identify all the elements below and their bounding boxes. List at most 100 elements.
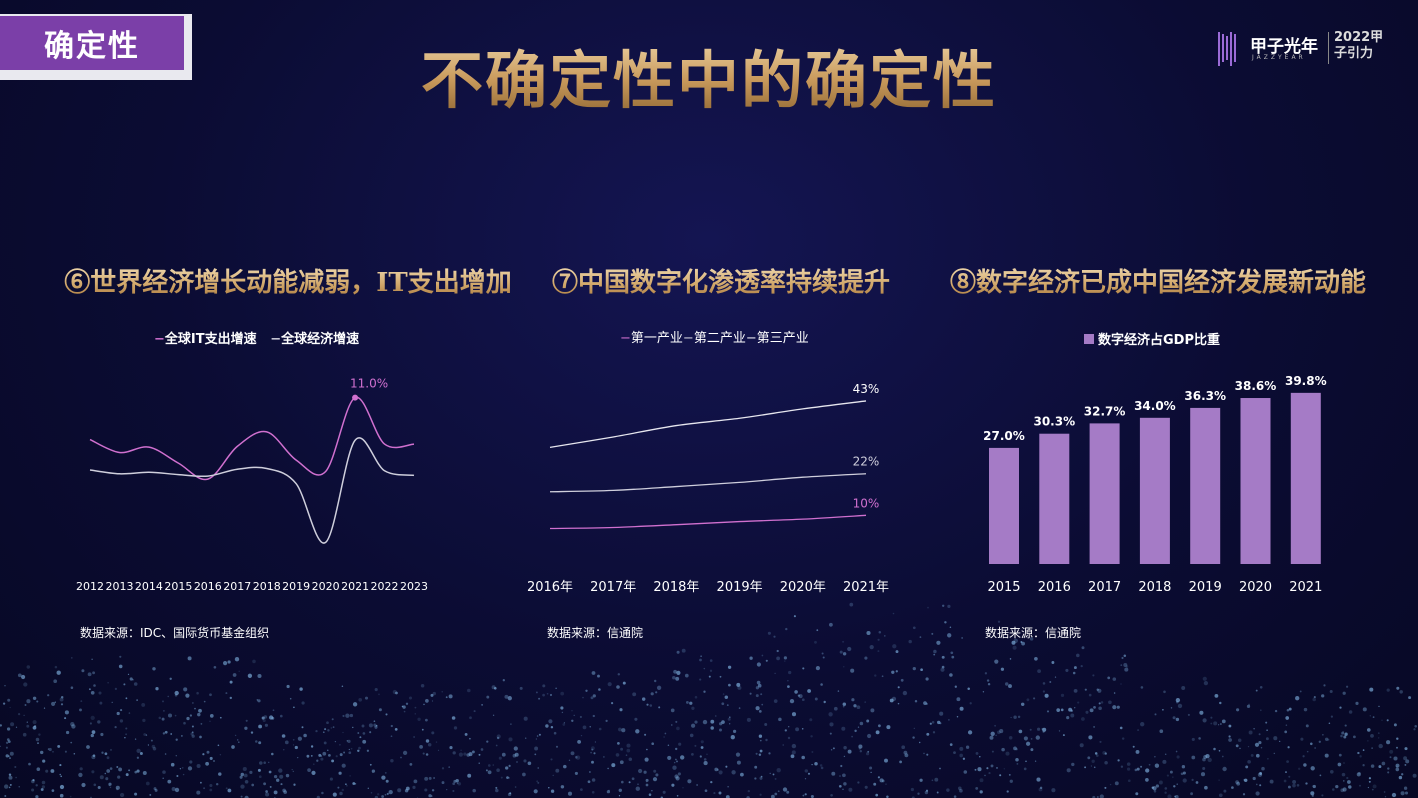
particle-dot — [608, 789, 610, 792]
particle-dot — [675, 720, 678, 723]
particle-dot — [1046, 710, 1050, 713]
particle-dot — [655, 691, 658, 694]
particle-dot — [1010, 716, 1012, 719]
bar-2016 — [1039, 433, 1070, 564]
particle-dot — [284, 740, 289, 745]
particle-dot — [359, 736, 362, 739]
particle-dot — [1396, 746, 1398, 749]
particle-dot — [125, 733, 127, 736]
particle-dot — [1177, 703, 1183, 709]
particle-dot — [301, 701, 305, 705]
particle-dot — [91, 730, 96, 734]
particle-dot — [1135, 749, 1140, 754]
bar-value-label: 39.8% — [1285, 374, 1327, 388]
particle-dot — [1207, 757, 1212, 763]
particle-dot — [754, 777, 757, 780]
particle-dot — [851, 698, 855, 702]
particle-dot — [1319, 774, 1322, 777]
particle-dot — [1295, 696, 1300, 701]
particle-dot — [933, 653, 936, 656]
particle-dot — [786, 790, 790, 794]
particle-dot — [167, 713, 173, 718]
particle-dot — [41, 780, 46, 785]
particle-dot — [1199, 710, 1204, 715]
particle-dot — [1292, 783, 1296, 788]
x-tick-label: 2021年 — [843, 580, 889, 595]
particle-dot — [1126, 762, 1131, 766]
particle-dot — [607, 767, 609, 770]
particle-dot — [1305, 724, 1309, 728]
particle-dot — [1255, 791, 1260, 796]
particle-dot — [1073, 706, 1076, 709]
particle-dot — [297, 736, 303, 741]
particle-dot — [1340, 788, 1345, 793]
x-tick-label: 2015 — [987, 580, 1020, 595]
particle-dot — [390, 724, 393, 728]
particle-dot — [773, 635, 776, 638]
particle-dot — [421, 728, 424, 731]
particle-dot — [702, 719, 708, 725]
particle-dot — [626, 748, 631, 753]
particle-dot — [621, 780, 624, 784]
particle-dot — [142, 771, 147, 775]
particle-dot — [965, 745, 970, 749]
particle-dot — [925, 702, 928, 706]
particle-dot — [1033, 697, 1036, 700]
particle-dot — [57, 744, 61, 748]
particle-dot — [348, 748, 350, 751]
particle-dot — [866, 719, 870, 723]
particle-dot — [358, 697, 363, 702]
particle-dot — [514, 786, 517, 788]
legend-world-economy: 全球经济增速 — [281, 332, 360, 347]
particle-dot — [1339, 706, 1342, 709]
particle-dot — [108, 782, 112, 786]
particle-dot — [342, 714, 345, 718]
particle-dot — [181, 766, 184, 769]
particle-dot — [118, 767, 123, 772]
particle-dot — [1273, 752, 1276, 755]
particle-dot — [939, 722, 942, 725]
particle-dot — [469, 716, 472, 720]
particle-dot — [1145, 778, 1149, 782]
chart2-title: ⑦中国数字化渗透率持续提升 — [522, 262, 920, 299]
particle-dot — [1107, 676, 1111, 680]
particle-dot — [1162, 708, 1164, 711]
logo-name: 甲子光年 — [1250, 37, 1318, 57]
particle-dot — [467, 773, 472, 778]
particle-dot — [735, 752, 741, 757]
particle-dot — [947, 604, 951, 608]
particle-dot — [109, 786, 112, 789]
particle-dot — [223, 661, 228, 666]
particle-dot — [9, 757, 11, 760]
particle-dot — [1256, 783, 1258, 786]
particle-dot — [337, 786, 340, 789]
particle-dot — [1037, 669, 1042, 674]
particle-dot — [1329, 689, 1333, 694]
particle-dot — [912, 666, 916, 671]
particle-dot — [676, 670, 681, 676]
particle-dot — [36, 700, 39, 703]
particle-dot — [1242, 793, 1246, 796]
particle-dot — [927, 606, 929, 609]
particle-dot — [164, 753, 167, 755]
particle-dot — [339, 753, 343, 757]
particle-dot — [680, 755, 685, 760]
chart2-source: 数据来源：信通院 — [547, 626, 644, 640]
particle-dot — [917, 792, 920, 795]
particle-dot — [703, 667, 706, 670]
particle-dot — [51, 701, 56, 706]
particle-dot — [626, 743, 631, 748]
particle-dot — [161, 700, 165, 703]
particle-dot — [486, 740, 489, 743]
particle-dot — [1124, 667, 1129, 672]
particle-dot — [162, 732, 166, 735]
particle-dot — [1310, 766, 1315, 771]
particle-dot — [93, 783, 97, 787]
particle-dot — [1058, 730, 1061, 732]
particle-dot — [811, 763, 813, 766]
particle-dot — [1367, 786, 1370, 789]
particle-dot — [1343, 780, 1345, 782]
particle-dot — [245, 719, 248, 722]
particle-dot — [395, 691, 398, 695]
particle-dot — [402, 750, 408, 756]
